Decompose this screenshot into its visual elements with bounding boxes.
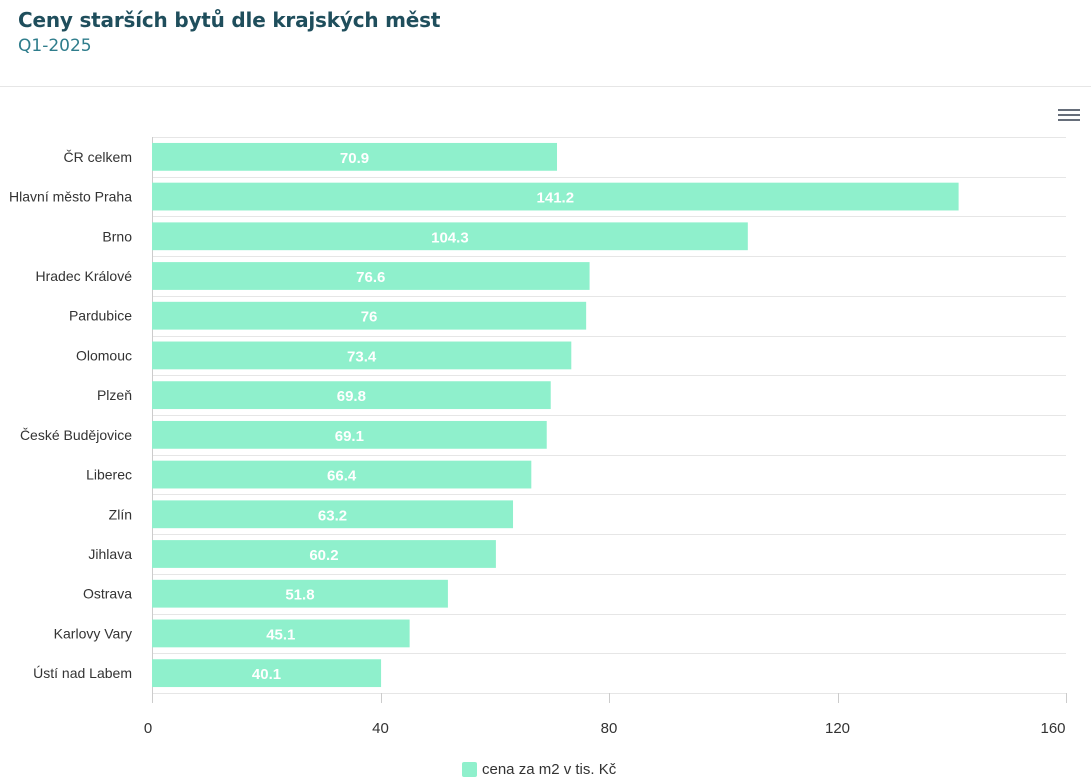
- bar-data-label: 51.8: [285, 587, 314, 604]
- legend-item[interactable]: cena za m2 v tis. Kč: [462, 760, 616, 778]
- legend-label: cena za m2 v tis. Kč: [482, 760, 617, 778]
- bar: [152, 579, 448, 608]
- category-label: České Budějovice: [20, 427, 132, 443]
- category-label: Jihlava: [88, 546, 132, 562]
- bar: [152, 619, 410, 648]
- bar-data-label: 69.1: [335, 428, 364, 445]
- bar: [152, 460, 532, 489]
- category-label: Brno: [102, 228, 132, 244]
- header-divider: [0, 86, 1091, 87]
- category-label: Hradec Králové: [36, 268, 133, 284]
- bar-data-label: 141.2: [537, 190, 575, 207]
- bar: [152, 540, 496, 568]
- category-label: Karlovy Vary: [54, 625, 132, 641]
- chart-subtitle: Q1-2025: [18, 36, 92, 56]
- category-label: ČR celkem: [64, 149, 132, 165]
- x-tick-label: 160: [1040, 720, 1065, 737]
- bar: [152, 500, 514, 529]
- bar: [152, 142, 558, 171]
- x-tick-label: 80: [601, 720, 618, 737]
- x-tick-label: 120: [825, 720, 850, 737]
- category-label: Liberec: [86, 467, 132, 483]
- category-label: Plzeň: [97, 387, 132, 403]
- bar-data-label: 45.1: [266, 626, 295, 643]
- x-tick-label: 40: [372, 720, 389, 737]
- bar-data-label: 66.4: [327, 468, 357, 485]
- bar-data-label: 73.4: [347, 348, 377, 365]
- bar-data-label: 69.8: [337, 388, 366, 405]
- category-label: Ostrava: [83, 586, 132, 602]
- bar: [152, 301, 587, 330]
- category-label: Zlín: [109, 506, 132, 522]
- category-label: Ústí nad Labem: [33, 665, 132, 681]
- category-label: Hlavní město Praha: [9, 189, 132, 205]
- category-label: Olomouc: [76, 347, 132, 363]
- bar-data-label: 40.1: [252, 666, 281, 683]
- bar-data-label: 76.6: [356, 269, 385, 286]
- category-label: Pardubice: [69, 308, 132, 324]
- bar-data-label: 60.2: [309, 547, 338, 564]
- chart-title: Ceny starších bytů dle krajských měst: [18, 8, 441, 32]
- bar: [152, 420, 547, 449]
- legend-swatch: [462, 761, 477, 777]
- bar: [152, 222, 748, 251]
- bar: [152, 659, 382, 688]
- hamburger-menu-icon[interactable]: [1058, 106, 1080, 124]
- bar: [152, 341, 572, 370]
- bar-data-label: 63.2: [318, 507, 347, 524]
- bar-data-label: 76: [361, 309, 378, 326]
- bar-data-label: 70.9: [340, 150, 369, 167]
- bar: [152, 182, 959, 211]
- bar-data-label: 104.3: [431, 229, 469, 246]
- chart-header: Ceny starších bytů dle krajských měst Q1…: [18, 8, 440, 56]
- x-tick-label: 0: [144, 720, 152, 737]
- bar: [152, 381, 551, 410]
- bar: [152, 262, 590, 290]
